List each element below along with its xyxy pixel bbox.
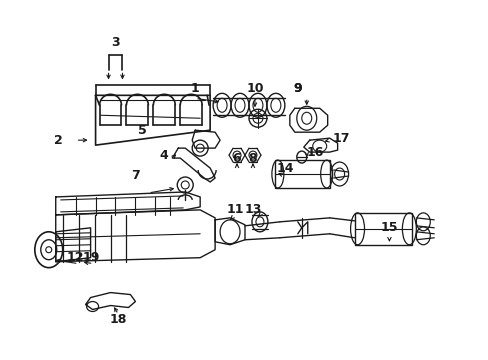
Text: 18: 18 — [110, 313, 127, 326]
Bar — [354, 213, 411, 245]
Text: 3: 3 — [111, 36, 120, 49]
Text: 1: 1 — [190, 82, 199, 95]
Text: 8: 8 — [248, 152, 257, 165]
Text: 9: 9 — [293, 82, 302, 95]
Text: 17: 17 — [332, 132, 349, 145]
Text: 19: 19 — [83, 251, 100, 264]
Text: 6: 6 — [232, 152, 241, 165]
Text: 16: 16 — [306, 145, 324, 159]
Text: 7: 7 — [131, 168, 140, 181]
Text: 11: 11 — [226, 203, 244, 216]
Text: 15: 15 — [380, 221, 397, 234]
Text: 4: 4 — [159, 149, 167, 162]
Text: 14: 14 — [276, 162, 293, 175]
Text: 2: 2 — [54, 134, 63, 147]
Text: 10: 10 — [245, 82, 263, 95]
Text: 12: 12 — [67, 251, 84, 264]
Text: 9: 9 — [293, 82, 302, 95]
Bar — [274, 160, 329, 188]
Text: 13: 13 — [244, 203, 261, 216]
Text: 5: 5 — [138, 124, 146, 137]
